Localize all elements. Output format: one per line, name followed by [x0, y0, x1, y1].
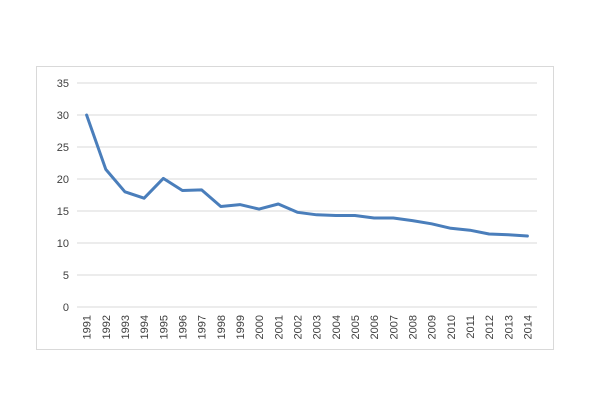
x-tick-label: 2011 [465, 315, 477, 339]
x-tick-label: 2014 [522, 315, 534, 339]
data-point [85, 114, 88, 117]
y-tick-label: 20 [57, 174, 69, 186]
x-tick-label: 1991 [82, 315, 94, 339]
data-point [353, 214, 356, 217]
x-tick-label: 2005 [350, 315, 362, 339]
data-point [392, 217, 395, 220]
x-tick-label: 2006 [369, 315, 381, 339]
data-point [526, 234, 529, 237]
data-point [449, 227, 452, 230]
data-point [373, 217, 376, 220]
x-tick-label: 2001 [273, 315, 285, 339]
y-tick-label: 25 [57, 142, 69, 154]
x-tick-label: 2008 [407, 315, 419, 339]
x-tick-label: 2003 [312, 315, 324, 339]
data-point [334, 214, 337, 217]
x-tick-label: 1999 [235, 315, 247, 339]
y-tick-label: 15 [57, 206, 69, 218]
data-point [258, 208, 261, 211]
y-tick-label: 5 [63, 270, 69, 282]
x-tick-label: 2013 [503, 315, 515, 339]
data-point [200, 188, 203, 191]
x-tick-label: 2002 [292, 315, 304, 339]
y-tick-label: 35 [57, 78, 69, 90]
data-point [315, 213, 318, 216]
data-point [162, 177, 165, 180]
data-point [468, 229, 471, 232]
x-tick-label: 1995 [158, 315, 170, 339]
y-tick-label: 0 [63, 302, 69, 314]
data-point [411, 219, 414, 222]
data-point [123, 190, 126, 193]
x-tick-label: 1996 [177, 315, 189, 339]
x-tick-label: 1994 [139, 315, 151, 339]
data-point [488, 233, 491, 236]
data-point [104, 168, 107, 171]
data-point [181, 189, 184, 192]
y-tick-label: 30 [57, 110, 69, 122]
chart-frame: 0 5 10 15 20 25 30 35 1991 1992 1993 1994 1995 1996 19… [36, 66, 554, 350]
data-point [238, 203, 241, 206]
line-chart: 0 5 10 15 20 25 30 35 1991 1992 1993 1994 1995 1996 19… [57, 78, 537, 339]
x-tick-label: 2012 [484, 315, 496, 339]
data-point [143, 197, 146, 200]
y-tick-label: 10 [57, 238, 69, 250]
data-point [219, 205, 222, 208]
data-point [296, 211, 299, 214]
series-line [85, 113, 529, 238]
x-tick-label: 2010 [446, 315, 458, 339]
x-tick-label: 1997 [197, 315, 209, 339]
x-tick-label: 2000 [254, 315, 266, 339]
x-tick-label: 2009 [427, 315, 439, 339]
data-point [430, 222, 433, 225]
x-tick-label: 2007 [388, 315, 400, 339]
data-point [277, 202, 280, 205]
x-tick-label: 1992 [101, 315, 113, 339]
data-point [507, 233, 510, 236]
x-tick-label: 1993 [120, 315, 132, 339]
x-tick-label: 1998 [216, 315, 228, 339]
x-tick-label: 2004 [331, 315, 343, 339]
